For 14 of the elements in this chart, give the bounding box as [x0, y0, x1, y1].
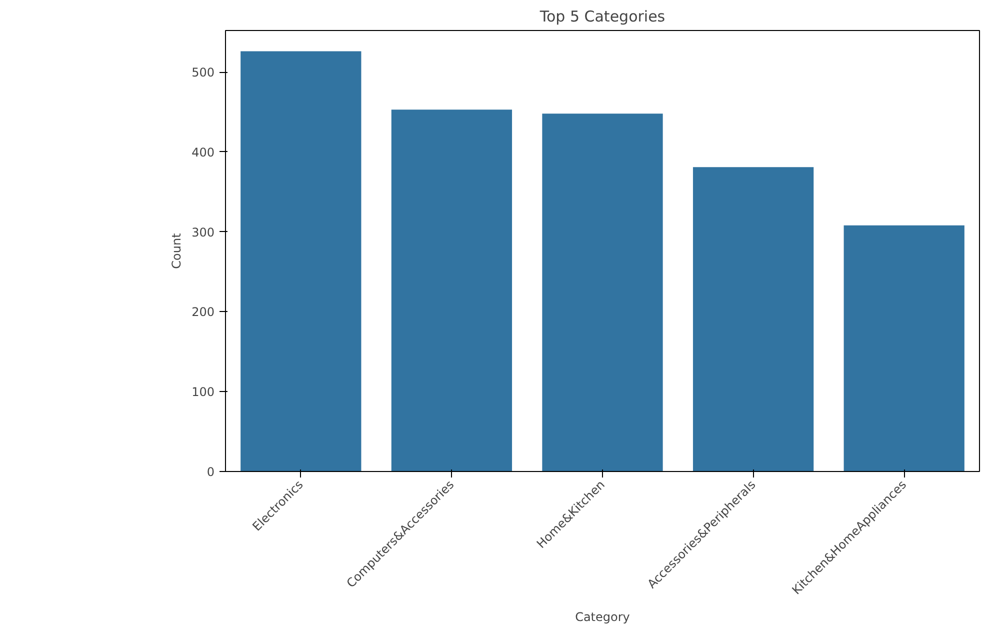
y-tick-label: 400 — [192, 145, 214, 160]
bar — [692, 167, 814, 472]
bar — [391, 110, 512, 472]
x-axis-title: Category — [575, 610, 630, 624]
y-tick-label: 500 — [192, 66, 214, 80]
bar — [542, 114, 663, 472]
y-tick-label: 200 — [192, 305, 214, 320]
y-tick-label: 0 — [206, 465, 215, 479]
y-tick-label: 300 — [192, 225, 214, 240]
chart-title: Top 5 Categories — [538, 8, 666, 26]
bar — [240, 51, 362, 472]
y-tick-label: 100 — [192, 385, 214, 400]
bar — [844, 225, 964, 472]
y-axis-title: Count — [170, 232, 184, 269]
